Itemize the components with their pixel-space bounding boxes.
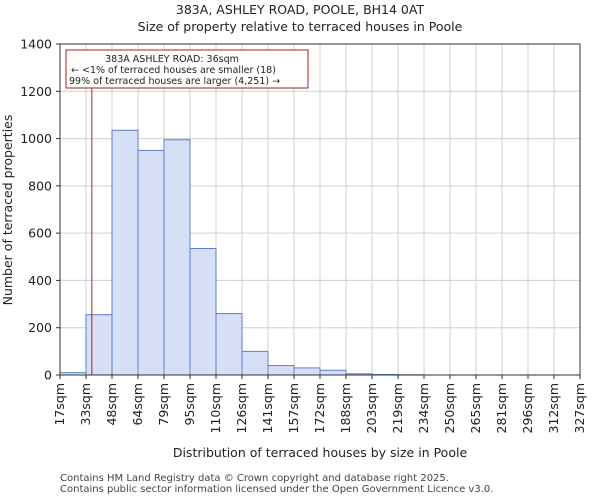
x-tick-label: 296sqm: [520, 383, 535, 433]
chart-title-line2: Size of property relative to terraced ho…: [138, 19, 463, 34]
x-tick-label: 312sqm: [546, 383, 561, 433]
x-tick-label: 64sqm: [130, 383, 145, 426]
x-tick-label: 188sqm: [338, 383, 353, 433]
x-tick-label: 281sqm: [494, 383, 509, 433]
x-tick-label: 219sqm: [390, 383, 405, 433]
histogram-bar: [85, 314, 113, 376]
x-tick-label: 234sqm: [416, 383, 431, 433]
x-tick-label: 126sqm: [234, 383, 249, 433]
x-tick-label: 48sqm: [104, 383, 119, 426]
x-tick-label: 203sqm: [364, 383, 379, 433]
y-tick-label: 800: [28, 178, 52, 193]
histogram-bar: [189, 248, 217, 376]
x-tick-label: 327sqm: [572, 383, 587, 433]
annotation-box-frame: [65, 49, 309, 89]
annotation-line2: ← <1% of terraced houses are smaller (18…: [71, 65, 276, 76]
y-tick-label: 200: [28, 320, 52, 335]
annotation-line3: 99% of terraced houses are larger (4,251…: [69, 76, 280, 87]
x-tick-label: 141sqm: [260, 383, 275, 433]
footer-line1: Contains HM Land Registry data © Crown c…: [60, 473, 449, 484]
histogram-bar: [111, 129, 139, 376]
x-tick-label: 265sqm: [468, 383, 483, 433]
chart-title-line1: 383A, ASHLEY ROAD, POOLE, BH14 0AT: [176, 2, 425, 17]
y-tick-label: 1200: [20, 84, 52, 99]
y-axis-label: Number of terraced properties: [0, 115, 15, 306]
x-tick-label: 33sqm: [78, 383, 93, 426]
y-tick-label: 600: [28, 226, 52, 241]
x-axis-label: Distribution of terraced houses by size …: [173, 445, 468, 460]
x-tick-label: 95sqm: [182, 383, 197, 426]
y-tick-label: 1400: [20, 37, 52, 52]
annotation-line1: 383A ASHLEY ROAD: 36sqm: [105, 54, 239, 65]
histogram-bar: [267, 365, 295, 376]
histogram-bar: [137, 149, 165, 376]
histogram-bar: [319, 369, 347, 376]
histogram-bar: [293, 367, 321, 376]
histogram-bar: [241, 350, 269, 376]
y-axis-ticks: 0 200 400 600 800 1000 1200 1400: [20, 37, 60, 383]
x-tick-label: 110sqm: [208, 383, 223, 433]
x-tick-label: 250sqm: [442, 383, 457, 433]
x-tick-label: 172sqm: [312, 383, 327, 433]
y-tick-label: 1000: [20, 131, 52, 146]
y-tick-label: 0: [44, 368, 52, 383]
x-tick-label: 79sqm: [156, 383, 171, 426]
histogram-bar: [163, 139, 191, 376]
bars: [59, 129, 425, 376]
histogram-bar: [215, 313, 243, 376]
x-tick-label: 17sqm: [52, 383, 67, 426]
footer-line2: Contains public sector information licen…: [60, 484, 494, 495]
x-tick-label: 157sqm: [286, 383, 301, 433]
x-axis-ticks: 17sqm 33sqm 48sqm 64sqm 79sqm 95sqm 110sqm 126s…: [52, 375, 587, 433]
marker-annotation-box: 383A ASHLEY ROAD: 36sqm ← <1% of terrace…: [65, 49, 309, 89]
y-tick-label: 400: [28, 273, 52, 288]
